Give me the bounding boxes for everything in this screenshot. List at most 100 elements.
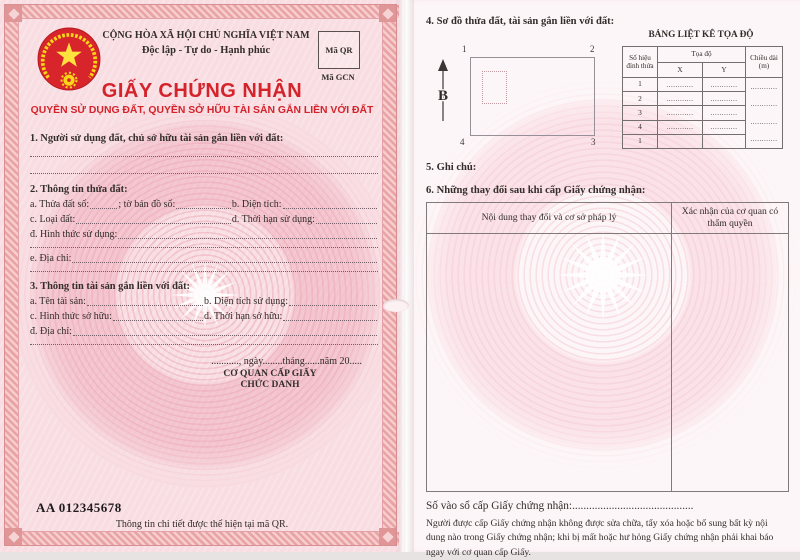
- dotted-blank: [176, 208, 231, 209]
- section4-heading: 4. Sơ đồ thửa đất, tài sản gắn liền với …: [426, 16, 615, 27]
- border-band-bottom: [5, 532, 399, 545]
- col-length: Chiều dài (m): [745, 46, 783, 78]
- dotted-blank: [118, 238, 377, 239]
- serial-number: AA 012345678: [36, 500, 122, 515]
- vertex-cell: 2: [622, 91, 658, 107]
- page-gutter: [394, 0, 414, 552]
- blank-dotted-line: [30, 271, 378, 272]
- blank-dotted-line: [30, 344, 378, 345]
- field-address-label: e. Địa chỉ:: [30, 253, 72, 264]
- border-corner-ornament: [379, 5, 396, 22]
- border-corner-ornament: [5, 528, 22, 545]
- qr-code-box: Mã QR: [318, 31, 360, 69]
- national-header: CỘNG HÒA XÃ HỘI CHỦ NGHĨA VIỆT NAM Độc l…: [100, 29, 312, 57]
- dotted-blank: [90, 208, 118, 209]
- corner-label: 3: [591, 137, 596, 147]
- national-motto: Độc lập - Tự do - Hạnh phúc: [141, 45, 271, 56]
- border-corner-ornament: [5, 5, 22, 22]
- border-corner-ornament: [379, 528, 396, 545]
- dotted-blank: [76, 223, 231, 224]
- coordinate-table-title: BẢNG LIỆT KÊ TỌA ĐỘ: [648, 30, 754, 40]
- length-value: ............: [750, 82, 778, 91]
- length-cells: ............ ............ ............ .…: [745, 77, 783, 149]
- corner-label: 1: [462, 44, 467, 54]
- dotted-blank: [72, 335, 377, 336]
- field-row: a. Thửa đất số: ; tờ bản đồ số: b. Diện …: [30, 198, 378, 212]
- change-content-cell: [426, 233, 672, 492]
- col-vertex-number: Số hiệu đỉnh thửa: [622, 46, 658, 78]
- section5-heading: 5. Ghi chú:: [426, 162, 477, 173]
- blank-dotted-line: [30, 247, 378, 248]
- length-value: ............: [750, 135, 778, 144]
- x-cell: ............: [657, 91, 703, 107]
- field-parcel-number-label: a. Thửa đất số:: [30, 199, 90, 210]
- certificate-subtitle: QUYỀN SỬ DỤNG ĐẤT, QUYỀN SỞ HỮU TÀI SẢN …: [30, 105, 374, 116]
- dotted-blank: [283, 320, 377, 321]
- issuing-authority-role: CHỨC DANH: [240, 380, 300, 390]
- section2-heading: 2. Thông tin thửa đất:: [30, 184, 128, 195]
- dotted-blank: [112, 320, 203, 321]
- gcn-code-label: Mã GCN: [321, 72, 355, 82]
- certificate-front-page: CỘNG HÒA XÃ HỘI CHỦ NGHĨA VIỆT NAM Độc l…: [0, 0, 404, 552]
- svg-text:B: B: [438, 88, 448, 104]
- qr-note: Thông tin chi tiết được thể hiện tại mã …: [115, 519, 289, 530]
- y-cell: ............: [702, 76, 746, 93]
- field-map-sheet-label: ; tờ bản đồ số:: [118, 199, 176, 210]
- vertex-cell: 1: [622, 133, 658, 150]
- book-number-label: Số vào sổ cấp Giấy chứng nhận:: [426, 500, 573, 512]
- qr-code-label: Mã QR: [325, 45, 353, 55]
- x-cell: [657, 133, 703, 150]
- certificate-inner-page: 4. Sơ đồ thửa đất, tài sản gắn liền với …: [404, 0, 800, 558]
- vertex-cell: 3: [622, 105, 658, 121]
- y-cell: ............: [702, 105, 746, 121]
- parcel-inner-dotted-rect: [482, 71, 507, 104]
- table-row: 1 ............ ............ ............…: [622, 76, 783, 149]
- field-ownership-form-label: c. Hình thức sở hữu:: [30, 311, 112, 322]
- dotted-blank: [72, 262, 377, 263]
- blank-dotted-line: [30, 173, 378, 174]
- vertex-cell: 4: [622, 119, 658, 135]
- length-value: ............: [750, 100, 778, 109]
- border-band-top: [5, 5, 399, 18]
- book-number-dots: ........................................…: [572, 500, 694, 512]
- field-row: e. Địa chỉ:: [30, 252, 378, 266]
- book-number-line: Số vào sổ cấp Giấy chứng nhận:..........…: [426, 500, 694, 512]
- table-row: [426, 233, 789, 492]
- col-x: X: [657, 62, 703, 78]
- dotted-blank: [315, 223, 377, 224]
- section1-heading: 1. Người sử dụng đất, chủ sở hữu tài sản…: [30, 133, 284, 144]
- issue-date-line: ..........., ngày........tháng......năm …: [211, 356, 362, 367]
- field-row: c. Loại đất: d. Thời hạn sử dụng:: [30, 213, 378, 227]
- col-y: Y: [702, 62, 746, 78]
- x-cell: ............: [657, 119, 703, 135]
- field-row: a. Tên tài sản: b. Diện tích sử dụng:: [30, 295, 378, 309]
- y-cell: [702, 133, 746, 150]
- field-row: đ. Địa chỉ:: [30, 325, 378, 339]
- dotted-blank: [282, 208, 377, 209]
- certificate-footnote: Người được cấp Giấy chứng nhận không đượ…: [426, 518, 774, 558]
- field-asset-name-label: a. Tên tài sản:: [30, 296, 86, 307]
- issuing-authority: CƠ QUAN CẤP GIẤY: [223, 369, 317, 379]
- corner-label: 2: [590, 44, 595, 54]
- confirmation-cell: [671, 233, 789, 492]
- field-use-form-label: đ. Hình thức sử dụng:: [30, 229, 118, 240]
- blank-dotted-line: [30, 156, 378, 157]
- national-title: CỘNG HÒA XÃ HỘI CHỦ NGHĨA VIỆT NAM: [102, 30, 310, 41]
- national-emblem-icon: [37, 27, 101, 91]
- y-cell: ............: [702, 119, 746, 135]
- vertex-cell: 1: [622, 76, 658, 93]
- col-change-content: Nội dung thay đổi và cơ sở pháp lý: [426, 202, 672, 234]
- x-cell: ............: [657, 105, 703, 121]
- corner-label: 4: [460, 137, 465, 147]
- field-row: c. Hình thức sở hữu: d. Thời hạn sở hữu:: [30, 310, 378, 324]
- dotted-blank: [289, 305, 377, 306]
- field-asset-address-label: đ. Địa chỉ:: [30, 326, 72, 337]
- north-arrow-icon: B: [437, 59, 449, 121]
- col-coordinates: Tọa độ: [657, 46, 746, 63]
- field-ownership-term-label: d. Thời hạn sở hữu:: [204, 311, 283, 322]
- section3-heading: 3. Thông tin tài sản gắn liền với đất:: [30, 281, 191, 292]
- y-cell: ............: [702, 91, 746, 107]
- field-use-area-label: b. Diện tích sử dụng:: [204, 296, 289, 307]
- certificate-title: GIẤY CHỨNG NHẬN: [101, 80, 303, 102]
- section6-heading: 6. Những thay đổi sau khi cấp Giấy chứng…: [426, 185, 646, 196]
